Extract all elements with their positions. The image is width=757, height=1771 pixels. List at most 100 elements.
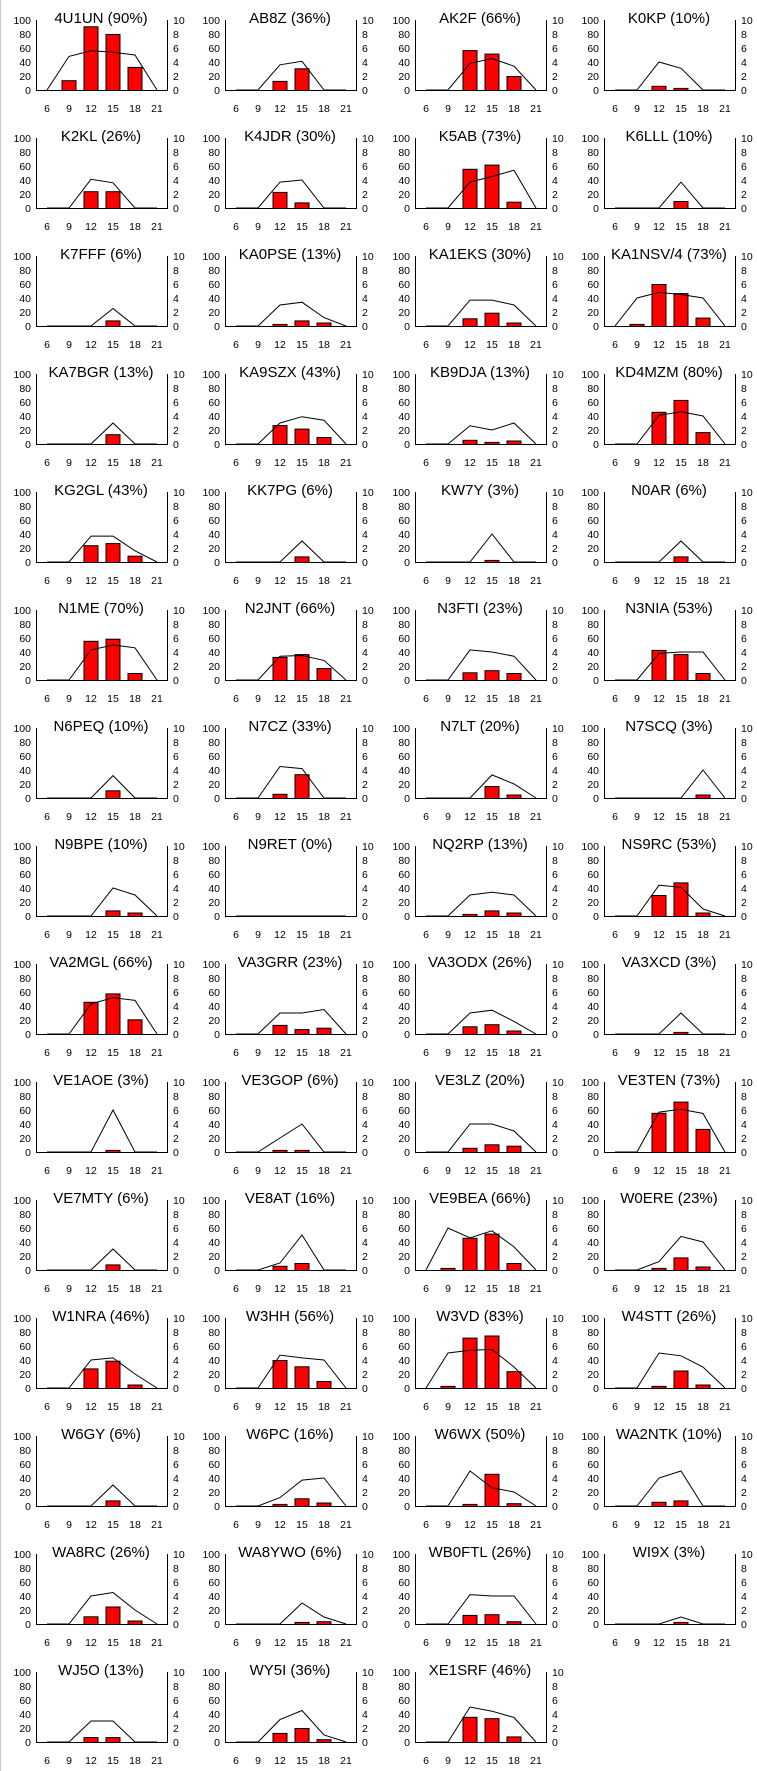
left-y-tick-label: 40 bbox=[587, 1591, 599, 1603]
right-y-tick-label: 6 bbox=[741, 869, 747, 881]
left-y-tick-label: 100 bbox=[203, 133, 221, 145]
bar bbox=[440, 1267, 455, 1272]
x-tick-label: 6 bbox=[44, 1401, 50, 1413]
x-tick-label: 9 bbox=[634, 1637, 640, 1649]
left-y-tick-label: 20 bbox=[398, 897, 410, 909]
left-y-tick-label: 60 bbox=[398, 1341, 410, 1353]
bar bbox=[695, 1128, 711, 1154]
right-y-tick-label: 0 bbox=[362, 1265, 368, 1277]
bar bbox=[105, 1606, 121, 1625]
right-y-tick-label: 8 bbox=[173, 1563, 179, 1575]
left-y-tick-label: 60 bbox=[209, 515, 221, 527]
right-y-tick-label: 10 bbox=[552, 251, 564, 263]
series-line bbox=[47, 535, 158, 563]
x-tick-label: 12 bbox=[85, 103, 97, 115]
x-tick-label: 15 bbox=[296, 693, 308, 705]
chart-svg: KA9SZX (43%) 0 20 40 60 80 100 0 2 4 6 8 10 6 9 12 15 18 2… bbox=[203, 364, 374, 469]
right-y-tick-label: 6 bbox=[362, 515, 368, 527]
bar bbox=[294, 1621, 310, 1626]
left-y-tick-label: 60 bbox=[19, 633, 31, 645]
left-y-tick-label: 40 bbox=[398, 1473, 410, 1485]
right-y-tick-label: 6 bbox=[173, 279, 179, 291]
chart-panel: AB8Z (36%) 0 20 40 60 80 100 0 2 4 6 8 10 6 9 12 15 18 21 bbox=[190, 0, 379, 118]
x-tick-label: 18 bbox=[697, 1047, 709, 1059]
bar bbox=[484, 53, 499, 91]
x-tick-label: 6 bbox=[233, 1519, 239, 1531]
chart-title: N9BPE (10%) bbox=[54, 836, 147, 853]
left-y-tick-label: 20 bbox=[209, 661, 221, 673]
x-tick-label: 15 bbox=[486, 457, 498, 469]
x-tick-label: 21 bbox=[530, 693, 542, 705]
x-tick-label: 21 bbox=[151, 103, 163, 115]
right-y-tick-label: 4 bbox=[741, 647, 747, 659]
x-tick-label: 21 bbox=[530, 1283, 542, 1295]
bar bbox=[695, 1384, 711, 1389]
bar bbox=[484, 441, 499, 446]
right-y-tick-label: 2 bbox=[741, 71, 747, 83]
right-y-tick-label: 4 bbox=[741, 1001, 747, 1013]
x-tick-label: 12 bbox=[274, 103, 286, 115]
x-tick-label: 21 bbox=[151, 1165, 163, 1177]
right-y-tick-label: 10 bbox=[173, 1313, 185, 1325]
series-line bbox=[614, 651, 726, 681]
chart-title: VE3TEN (73%) bbox=[617, 1072, 720, 1089]
left-y-tick-label: 20 bbox=[587, 1369, 599, 1381]
x-tick-label: 18 bbox=[508, 339, 520, 351]
series-line bbox=[236, 1234, 347, 1271]
x-tick-label: 9 bbox=[445, 457, 451, 469]
bar bbox=[294, 320, 310, 328]
series-line bbox=[425, 1706, 536, 1743]
series-line bbox=[47, 307, 157, 327]
x-tick-label: 12 bbox=[653, 693, 665, 705]
left-y-tick-label: 100 bbox=[13, 959, 31, 971]
x-tick-label: 6 bbox=[44, 339, 50, 351]
right-y-tick-label: 4 bbox=[173, 1591, 179, 1603]
chart-svg: WA8YWO (6%) 0 20 40 60 80 100 0 2 4 6 8 10 6 9 12 15 18 21 bbox=[203, 1544, 374, 1649]
x-tick-label: 6 bbox=[423, 457, 429, 469]
left-y-tick-label: 100 bbox=[392, 1313, 410, 1325]
x-tick-label: 21 bbox=[151, 221, 163, 233]
right-y-tick-label: 0 bbox=[552, 911, 558, 923]
x-tick-label: 18 bbox=[129, 1047, 141, 1059]
left-y-tick-label: 80 bbox=[587, 147, 599, 159]
x-tick-label: 15 bbox=[107, 1519, 119, 1531]
left-y-tick-label: 80 bbox=[19, 1091, 31, 1103]
x-tick-label: 21 bbox=[151, 693, 163, 705]
x-tick-label: 9 bbox=[255, 221, 261, 233]
x-tick-label: 12 bbox=[85, 339, 97, 351]
right-y-tick-label: 10 bbox=[173, 605, 185, 617]
bar bbox=[105, 1264, 121, 1272]
right-y-tick-label: 10 bbox=[173, 15, 185, 27]
right-y-tick-label: 10 bbox=[552, 1667, 564, 1679]
right-y-tick-label: 8 bbox=[741, 1327, 747, 1339]
x-tick-label: 9 bbox=[255, 1047, 261, 1059]
right-y-tick-label: 2 bbox=[741, 1251, 747, 1263]
right-y-tick-label: 2 bbox=[741, 661, 747, 673]
right-y-tick-label: 6 bbox=[741, 43, 747, 55]
right-y-tick-label: 4 bbox=[741, 765, 747, 777]
left-y-tick-label: 100 bbox=[392, 1195, 410, 1207]
right-y-tick-label: 10 bbox=[552, 1195, 564, 1207]
left-y-tick-label: 80 bbox=[19, 619, 31, 631]
x-tick-label: 15 bbox=[675, 457, 687, 469]
bar bbox=[673, 1031, 689, 1036]
left-y-tick-label: 100 bbox=[13, 1077, 31, 1089]
left-y-tick-label: 20 bbox=[209, 189, 221, 201]
x-tick-label: 18 bbox=[318, 103, 330, 115]
chart-title: VA2MGL (66%) bbox=[49, 954, 152, 971]
right-y-tick-label: 4 bbox=[173, 1355, 179, 1367]
chart-svg: KG2GL (43%) 0 20 40 60 80 100 0 2 4 6 8 10 6 9 12 15 18 21 bbox=[13, 482, 184, 587]
right-y-tick-label: 4 bbox=[173, 57, 179, 69]
x-tick-label: 6 bbox=[612, 339, 618, 351]
x-tick-label: 9 bbox=[255, 693, 261, 705]
right-y-tick-label: 6 bbox=[552, 987, 558, 999]
chart-svg: K5AB (73%) 0 20 40 60 80 100 0 2 4 6 8 10 6 9 12 15 18 21 bbox=[392, 128, 563, 233]
x-tick-label: 21 bbox=[719, 693, 731, 705]
left-y-tick-label: 40 bbox=[398, 293, 410, 305]
right-y-tick-label: 4 bbox=[741, 411, 747, 423]
series-line bbox=[614, 884, 725, 917]
right-y-tick-label: 8 bbox=[173, 383, 179, 395]
x-tick-label: 9 bbox=[445, 1283, 451, 1295]
right-y-tick-label: 8 bbox=[741, 265, 747, 277]
right-y-tick-label: 4 bbox=[741, 175, 747, 187]
